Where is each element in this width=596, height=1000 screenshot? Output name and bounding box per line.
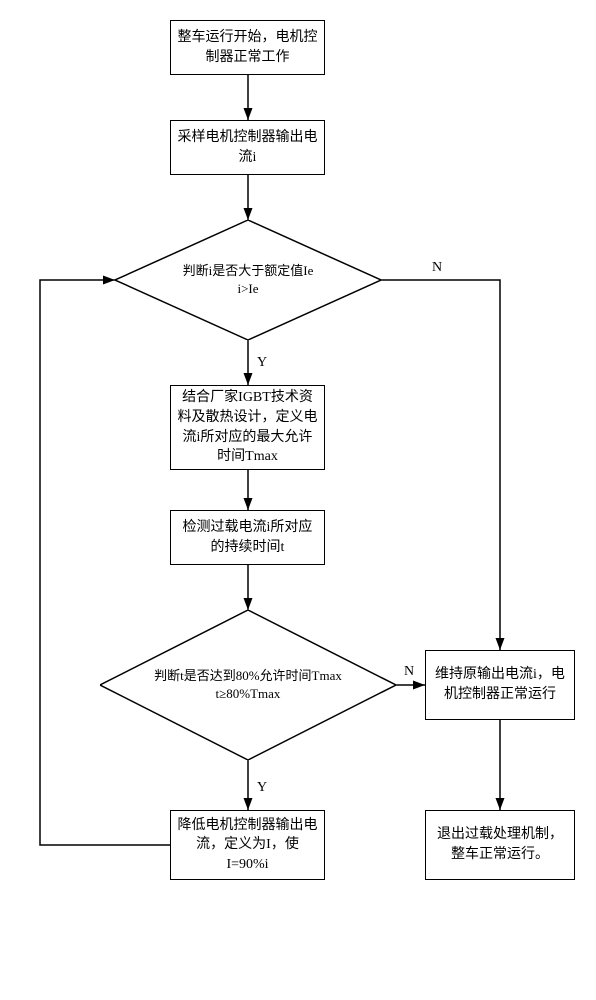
node-exit-overload: 退出过载处理机制，整车正常运行。 [425, 810, 575, 880]
decision-t-ge-80pct: 判断t是否达到80%允许时间Tmaxt≥80%Tmax [100, 610, 396, 760]
node-text: 判断i是否大于额定值Iei>Ie [153, 262, 344, 298]
node-sample-current: 采样电机控制器输出电流i [170, 120, 325, 175]
node-text: 维持原输出电流i，电机控制器正常运行 [432, 665, 568, 704]
node-text: 退出过载处理机制，整车正常运行。 [432, 825, 568, 864]
node-text: 采样电机控制器输出电流i [177, 128, 318, 167]
node-reduce-current: 降低电机控制器输出电流，定义为I，使I=90%i [170, 810, 325, 880]
node-detect-duration: 检测过载电流i所对应的持续时间t [170, 510, 325, 565]
node-define-tmax: 结合厂家IGBT技术资料及散热设计，定义电流i所对应的最大允许时间Tmax [170, 385, 325, 470]
decision-i-gt-ie: 判断i是否大于额定值Iei>Ie [115, 220, 381, 340]
node-text: 降低电机控制器输出电流，定义为I，使I=90%i [177, 816, 318, 875]
edge-label-d2-n: N [402, 664, 416, 680]
node-start: 整车运行开始，电机控制器正常工作 [170, 20, 325, 75]
edge-label-d2-y: Y [255, 780, 269, 796]
edge-label-d1-n: N [430, 260, 444, 276]
node-maintain-current: 维持原输出电流i，电机控制器正常运行 [425, 650, 575, 720]
edge-label-d1-y: Y [255, 355, 269, 371]
node-text: 判断t是否达到80%允许时间Tmaxt≥80%Tmax [124, 667, 372, 703]
node-text: 整车运行开始，电机控制器正常工作 [177, 28, 318, 67]
node-text: 结合厂家IGBT技术资料及散热设计，定义电流i所对应的最大允许时间Tmax [177, 388, 318, 466]
node-text: 检测过载电流i所对应的持续时间t [177, 518, 318, 557]
